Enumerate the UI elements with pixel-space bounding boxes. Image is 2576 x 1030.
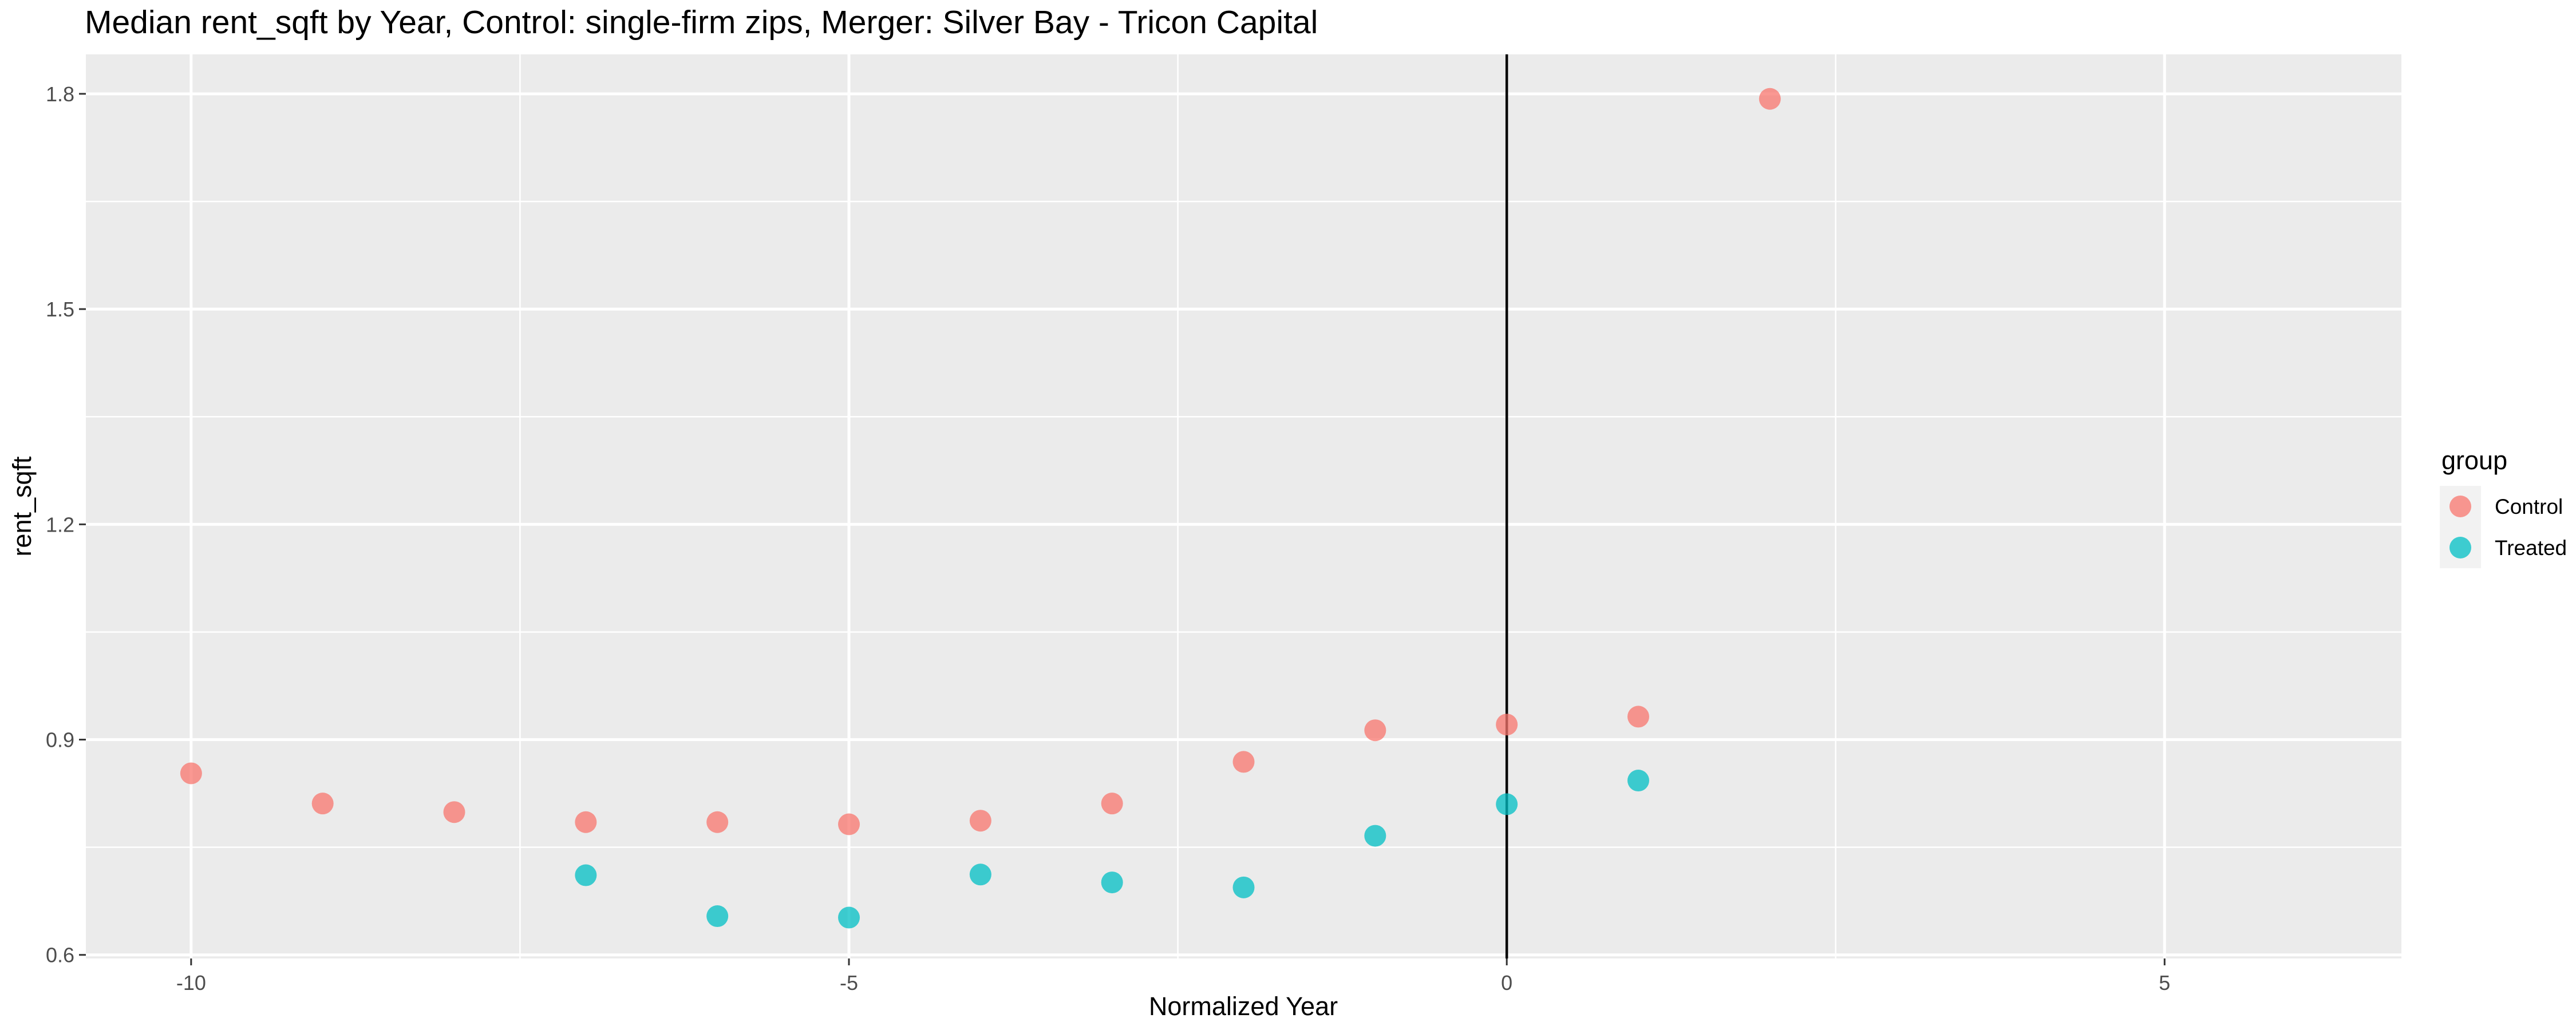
y-tick-label: 1.2: [46, 513, 74, 536]
legend-label-treated: Treated: [2495, 536, 2567, 560]
x-tick-label: -5: [840, 971, 858, 995]
x-tick-label: 0: [1501, 971, 1512, 995]
control-point: [1627, 706, 1649, 728]
plot-panel: [86, 54, 2401, 958]
y-tick-label: 0.9: [46, 728, 74, 752]
control-point: [443, 801, 465, 823]
treated-point: [969, 863, 991, 886]
y-tick-label: 1.5: [46, 298, 74, 321]
control-point: [1101, 793, 1123, 815]
y-tick-label: 1.8: [46, 82, 74, 106]
control-point: [1496, 714, 1518, 736]
minor-gridlines: [86, 54, 2401, 958]
legend-title: group: [2441, 446, 2507, 475]
control-point: [969, 810, 991, 832]
control-point: [1232, 751, 1255, 773]
control-point: [1759, 88, 1781, 110]
treated-point: [1364, 825, 1386, 847]
y-axis-title: rent_sqft: [7, 456, 37, 557]
treated-point: [838, 906, 860, 929]
x-axis-title: Normalized Year: [1149, 992, 1338, 1021]
x-tick-label: 5: [2159, 971, 2170, 995]
treated-point: [1627, 770, 1649, 792]
control-point: [706, 811, 729, 833]
treated-point: [1232, 876, 1255, 898]
treated-point: [575, 864, 597, 886]
treated-point: [706, 905, 729, 928]
legend-marker-treated: [2449, 537, 2471, 558]
data-points: [180, 88, 1781, 929]
y-axis: 0.6 0.9 1.2 1.5 1.8: [46, 82, 86, 967]
major-gridlines: [86, 54, 2401, 958]
legend-items: Control Treated: [2440, 486, 2567, 568]
control-point: [180, 762, 202, 785]
control-point: [838, 813, 860, 835]
control-point: [575, 811, 597, 833]
chart-title: Median rent_sqft by Year, Control: singl…: [85, 4, 1318, 41]
treated-point: [1496, 793, 1518, 815]
x-tick-label: -10: [176, 971, 206, 995]
control-point: [1364, 719, 1386, 742]
legend-marker-control: [2449, 496, 2471, 517]
x-axis: -10 -5 0 5: [176, 958, 2170, 995]
legend-label-control: Control: [2495, 495, 2563, 518]
treated-point: [1101, 871, 1123, 894]
control-point: [311, 793, 334, 815]
legend: group Control Treated: [2440, 446, 2567, 568]
y-tick-label: 0.6: [46, 944, 74, 967]
